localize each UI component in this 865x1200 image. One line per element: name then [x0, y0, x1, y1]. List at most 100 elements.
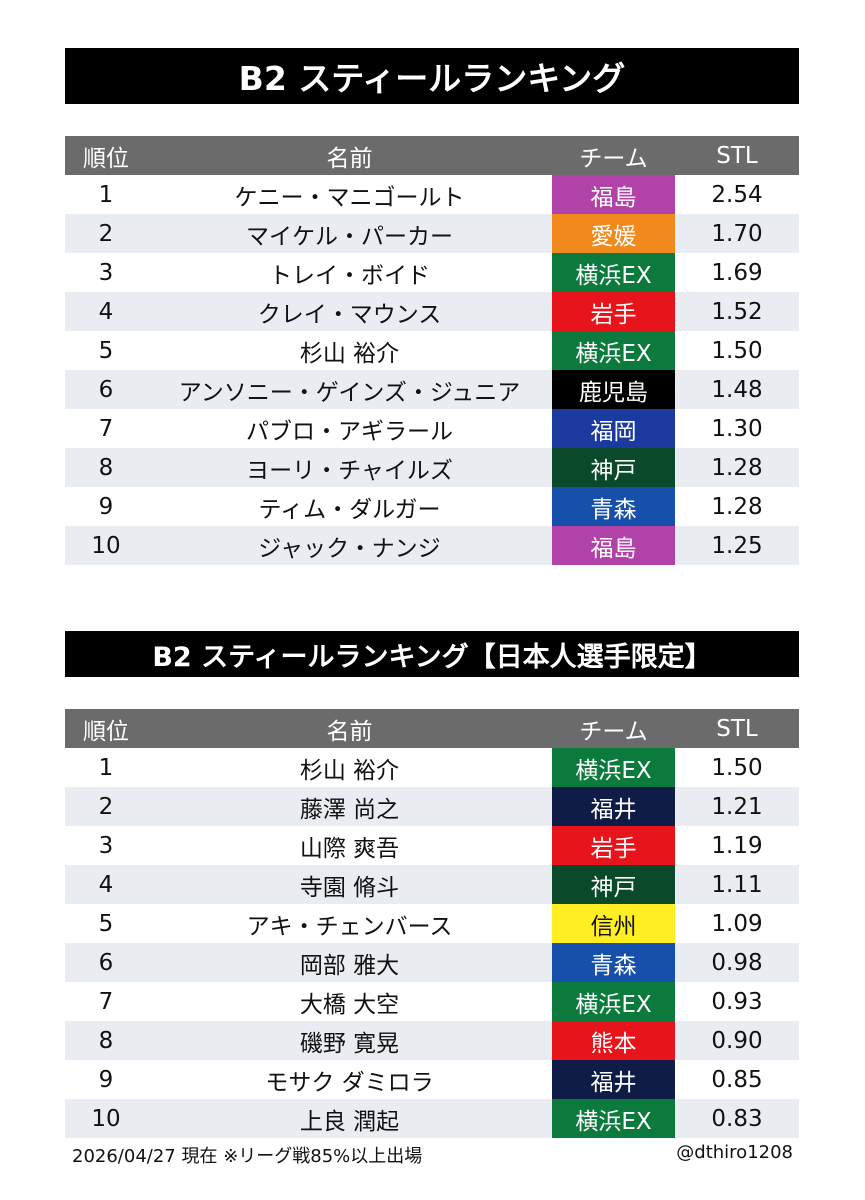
table-row: 6 岡部 雅大 青森 0.98: [65, 943, 799, 982]
player-name-cell: モサク ダミロラ: [265, 1069, 434, 1096]
table-row: 2 藤澤 尚之 福井 1.21: [65, 787, 799, 826]
team-cell: 横浜EX: [552, 1099, 675, 1138]
table-row: 10 ジャック・ナンジ 福島 1.25: [65, 526, 799, 565]
player-name-cell: 藤澤 尚之: [299, 796, 400, 823]
team-cell: 熊本: [552, 1021, 675, 1060]
stl-cell: 1.30: [711, 415, 763, 442]
table-row: 9 ティム・ダルガー 青森 1.28: [65, 487, 799, 526]
stl-cell: 1.11: [711, 871, 763, 898]
header-rank: 順位: [83, 718, 129, 745]
team-cell: 鹿児島: [552, 370, 675, 409]
header-stl: STL: [716, 142, 758, 169]
table-row: 5 杉山 裕介 横浜EX 1.50: [65, 331, 799, 370]
rank-cell: 5: [98, 910, 114, 937]
player-name-cell: 磯野 寛晃: [299, 1030, 400, 1057]
player-name-cell: クレイ・マウンス: [257, 301, 442, 328]
stl-cell: 0.93: [711, 988, 763, 1015]
team-cell: 愛媛: [552, 214, 675, 253]
team-cell: 横浜EX: [552, 982, 675, 1021]
rank-cell: 8: [98, 454, 114, 481]
header-stl: STL: [716, 715, 758, 742]
player-name-cell: ティム・ダルガー: [258, 496, 441, 523]
ranking-title: B2 スティールランキング: [65, 48, 799, 104]
player-name-cell: 寺園 脩斗: [299, 874, 400, 901]
stl-cell: 1.28: [711, 454, 763, 481]
player-name-cell: パブロ・アギラール: [246, 418, 453, 445]
rank-cell: 7: [98, 988, 114, 1015]
team-cell: 神戸: [552, 865, 675, 904]
rank-cell: 10: [91, 532, 121, 559]
table-row: 1 杉山 裕介 横浜EX 1.50: [65, 748, 799, 787]
rank-cell: 4: [98, 871, 114, 898]
author-handle: @dthiro1208: [676, 1142, 793, 1163]
header-rank: 順位: [83, 145, 129, 172]
stl-cell: 1.19: [711, 832, 763, 859]
player-name-cell: 杉山 裕介: [299, 757, 400, 784]
team-cell: 横浜EX: [552, 331, 675, 370]
table-row: 10 上良 潤起 横浜EX 0.83: [65, 1099, 799, 1138]
stl-cell: 0.90: [711, 1027, 763, 1054]
rank-cell: 3: [98, 832, 114, 859]
team-cell: 青森: [552, 487, 675, 526]
header-name: 名前: [326, 145, 373, 172]
player-name-cell: 岡部 雅大: [299, 952, 400, 979]
player-name-cell: ケニー・マニゴールト: [234, 184, 465, 211]
stl-cell: 1.50: [711, 337, 763, 364]
stl-cell: 1.09: [711, 910, 763, 937]
player-name-cell: 杉山 裕介: [299, 340, 400, 367]
team-cell: 神戸: [552, 448, 675, 487]
team-cell: 福井: [552, 1060, 675, 1099]
rank-cell: 8: [98, 1027, 114, 1054]
japanese-ranking-title: B2 スティールランキング【日本人選手限定】: [65, 631, 799, 677]
rank-cell: 7: [98, 415, 114, 442]
team-cell: 横浜EX: [552, 253, 675, 292]
table-row: 3 山際 爽吾 岩手 1.19: [65, 826, 799, 865]
player-name-cell: アキ・チェンバース: [246, 913, 453, 940]
rank-cell: 5: [98, 337, 114, 364]
stl-cell: 1.52: [711, 298, 763, 325]
rank-cell: 10: [91, 1105, 121, 1132]
player-name-cell: ジャック・ナンジ: [258, 535, 441, 562]
steal-ranking-table: 順位 名前 チーム STL 1 ケニー・マニゴールト 福島 2.54 2 マイケル・パーカ…: [65, 136, 799, 565]
stl-cell: 1.50: [711, 754, 763, 781]
team-cell: 岩手: [552, 826, 675, 865]
stl-cell: 1.21: [711, 793, 763, 820]
team-cell: 岩手: [552, 292, 675, 331]
rank-cell: 1: [98, 181, 114, 208]
team-cell: 福島: [552, 526, 675, 565]
player-name-cell: トレイ・ボイド: [269, 262, 430, 289]
player-name-cell: 大橋 大空: [299, 991, 400, 1018]
rank-cell: 1: [98, 754, 114, 781]
stl-cell: 1.70: [711, 220, 763, 247]
table-row: 4 クレイ・マウンス 岩手 1.52: [65, 292, 799, 331]
rank-cell: 2: [98, 220, 114, 247]
stl-cell: 1.48: [711, 376, 763, 403]
table-row: 6 アンソニー・ゲインズ・ジュニア 鹿児島 1.48: [65, 370, 799, 409]
table-row: 2 マイケル・パーカー 愛媛 1.70: [65, 214, 799, 253]
player-name-cell: 山際 爽吾: [299, 835, 400, 862]
rank-cell: 4: [98, 298, 114, 325]
stl-cell: 2.54: [711, 181, 763, 208]
stl-cell: 0.83: [711, 1105, 763, 1132]
team-cell: 福島: [552, 175, 675, 214]
team-cell: 横浜EX: [552, 748, 675, 787]
table-row: 9 モサク ダミロラ 福井 0.85: [65, 1060, 799, 1099]
table-row: 1 ケニー・マニゴールト 福島 2.54: [65, 175, 799, 214]
team-cell: 信州: [552, 904, 675, 943]
header-team: チーム: [579, 145, 648, 172]
stl-cell: 0.85: [711, 1066, 763, 1093]
japanese-steal-ranking-table: 順位 名前 チーム STL 1 杉山 裕介 横浜EX 1.50 2 藤澤 尚之 福井 1.21…: [65, 709, 799, 1138]
team-cell: 青森: [552, 943, 675, 982]
rank-cell: 9: [98, 1066, 114, 1093]
header-team: チーム: [579, 718, 648, 745]
stl-cell: 1.25: [711, 532, 763, 559]
player-name-cell: マイケル・パーカー: [246, 223, 453, 250]
footer-note: 2026/04/27 現在 ※リーグ戦85%以上出場: [72, 1146, 423, 1167]
table-row: 8 磯野 寛晃 熊本 0.90: [65, 1021, 799, 1060]
team-cell: 福井: [552, 787, 675, 826]
rank-cell: 6: [98, 376, 114, 403]
table-row: 7 パブロ・アギラール 福岡 1.30: [65, 409, 799, 448]
player-name-cell: ヨーリ・チャイルズ: [246, 457, 453, 484]
team-cell: 福岡: [552, 409, 675, 448]
player-name-cell: アンソニー・ゲインズ・ジュニア: [178, 379, 521, 406]
